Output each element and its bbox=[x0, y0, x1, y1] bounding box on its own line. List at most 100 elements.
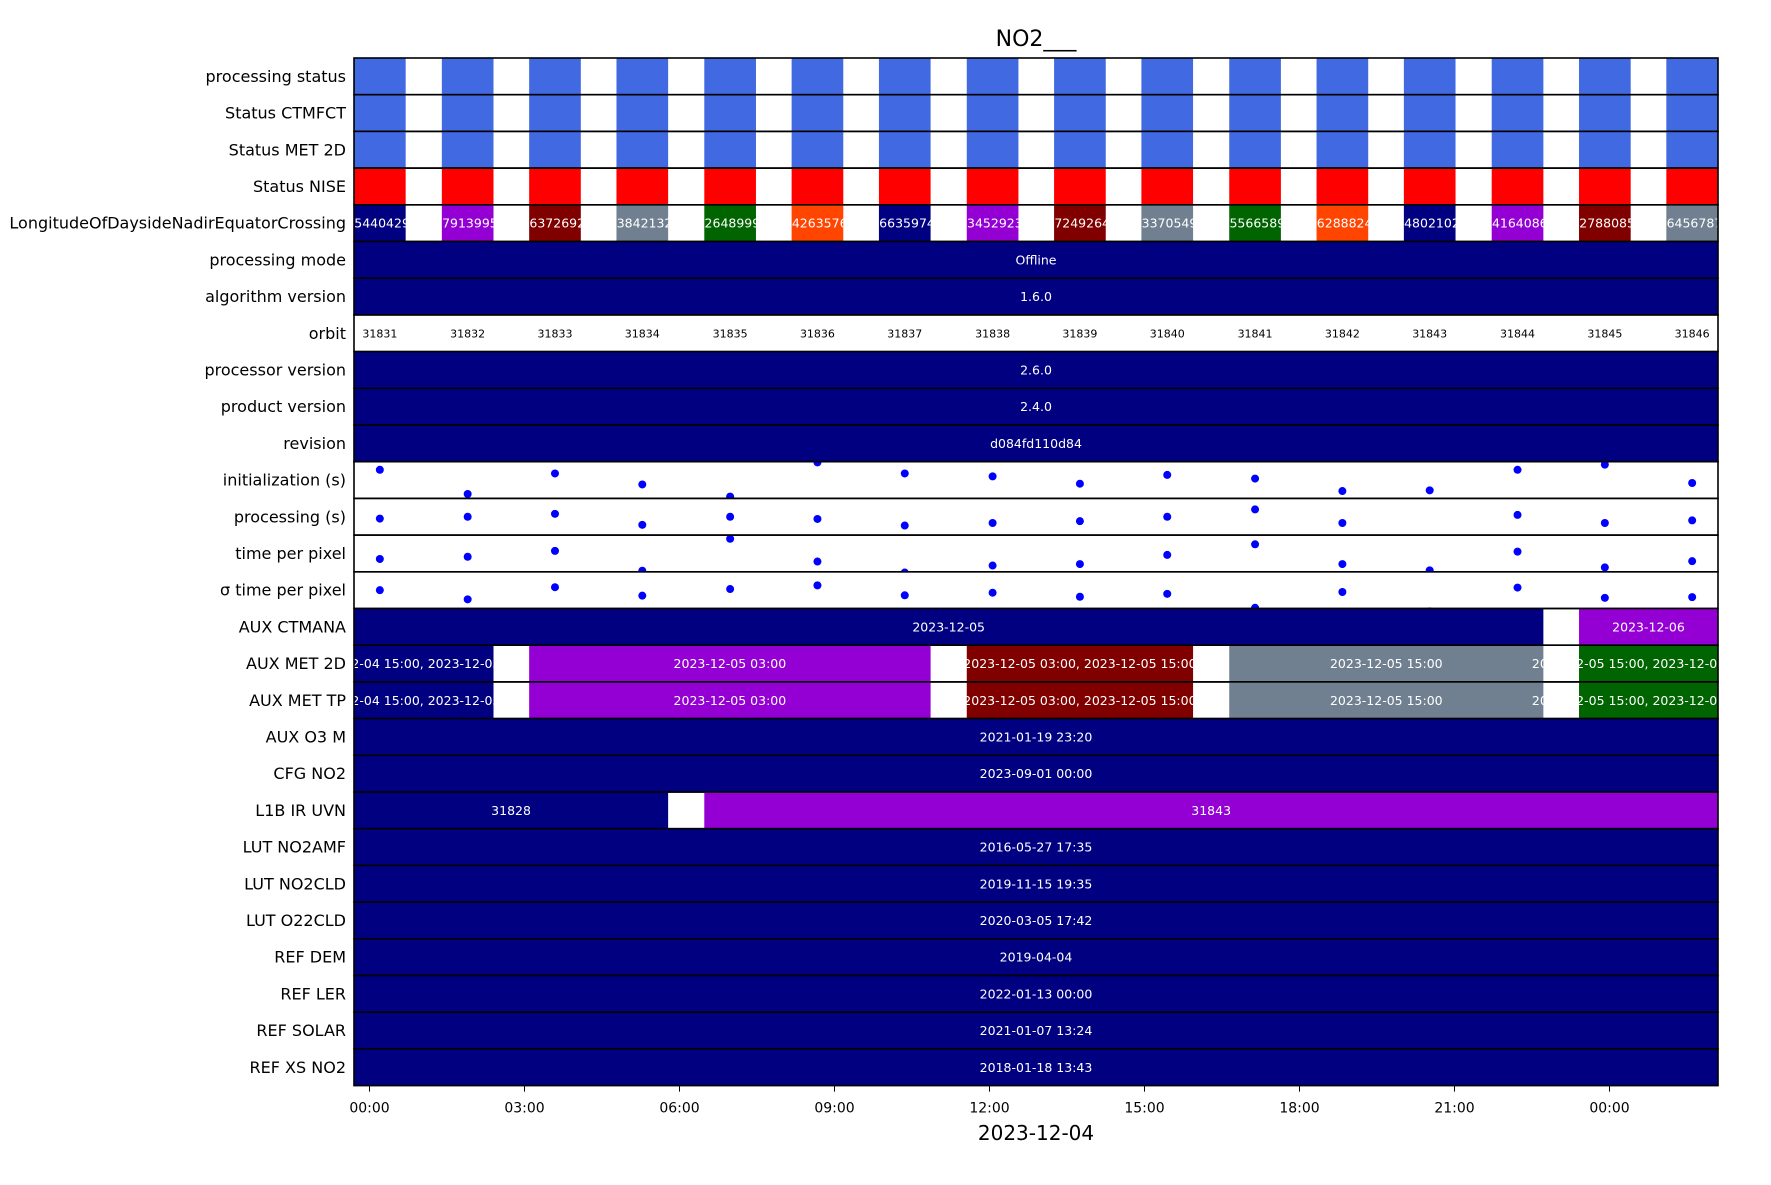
row-15: 2023-12-05 2023-12-06 bbox=[353, 607, 1719, 647]
data-point bbox=[550, 583, 559, 592]
orbit-bar bbox=[878, 204, 931, 242]
orbit-bar bbox=[529, 131, 581, 169]
orbit-bar bbox=[1491, 94, 1544, 132]
orbit-bar bbox=[1054, 168, 1106, 205]
orbit-bar bbox=[1491, 168, 1544, 205]
orbit-bar bbox=[704, 204, 756, 242]
data-point bbox=[1513, 510, 1522, 519]
row-content bbox=[375, 505, 1697, 530]
segment-label: 2016-05-27 17:35 bbox=[980, 840, 1093, 855]
data-point bbox=[638, 591, 647, 600]
row-label: revision bbox=[283, 434, 346, 453]
row-2 bbox=[353, 130, 1719, 169]
x-tick-label: 00:00 bbox=[349, 1101, 389, 1117]
orbit-bar bbox=[1054, 94, 1106, 132]
segment-bar bbox=[354, 278, 1718, 315]
orbit-bar bbox=[791, 204, 844, 242]
row-content: 2023-09-01 00:00 bbox=[354, 755, 1718, 792]
segment-bar bbox=[704, 792, 1718, 829]
row-content bbox=[354, 94, 1718, 132]
row-0 bbox=[353, 57, 1719, 96]
data-point bbox=[1075, 560, 1084, 569]
orbit-number: 31838 bbox=[975, 327, 1010, 340]
data-point bbox=[813, 581, 822, 590]
segment-bar bbox=[354, 608, 1544, 646]
orbit-bar bbox=[1666, 94, 1718, 132]
row-label: L1B IR UVN bbox=[255, 801, 346, 820]
orbit-bar bbox=[616, 58, 669, 95]
orbit-number: 31837 bbox=[887, 327, 922, 340]
orbit-bar bbox=[1316, 168, 1369, 205]
segment-label: 2022-01-13 00:00 bbox=[980, 986, 1093, 1001]
row-4: -154404291 -179139951 -163726928 -138421324… bbox=[353, 204, 1719, 243]
row-5: Offline bbox=[353, 240, 1719, 280]
orbit-bar bbox=[616, 168, 669, 205]
segment-bar bbox=[1229, 645, 1544, 682]
data-point bbox=[1513, 465, 1522, 474]
row-11 bbox=[353, 460, 1719, 500]
data-point bbox=[1425, 486, 1434, 495]
orbit-bar bbox=[878, 168, 931, 205]
orbit-bar bbox=[1316, 58, 1369, 95]
segment-label: 2.4.0 bbox=[1020, 399, 1052, 414]
row-label: LUT NO2CLD bbox=[244, 874, 346, 893]
data-point bbox=[988, 518, 997, 527]
data-point bbox=[550, 469, 559, 478]
segment-label: 2023-12-05 03:00, 2023-12-05 15:00 bbox=[963, 656, 1196, 671]
orbit-bar bbox=[441, 168, 494, 205]
segment-label: 2019-04-04 bbox=[1000, 950, 1073, 965]
orbit-bar bbox=[1579, 204, 1631, 242]
longitude-label: -133705499 bbox=[1129, 216, 1205, 231]
segment-label: 2021-01-19 23:20 bbox=[980, 729, 1093, 744]
row-content: Offline bbox=[354, 241, 1718, 279]
data-point bbox=[726, 492, 735, 499]
segment-bar bbox=[354, 351, 1718, 389]
data-point bbox=[375, 586, 384, 595]
orbit-number: 31843 bbox=[1412, 327, 1447, 340]
data-point bbox=[1688, 557, 1697, 566]
data-point bbox=[1425, 566, 1434, 572]
orbit-bar bbox=[704, 168, 756, 205]
data-point bbox=[813, 461, 822, 467]
segment-bar bbox=[354, 755, 1718, 792]
data-point bbox=[1251, 603, 1260, 609]
segment-label: 2019-11-15 19:35 bbox=[980, 876, 1093, 891]
row-content bbox=[375, 535, 1697, 572]
row-border bbox=[353, 570, 1719, 610]
data-point bbox=[1163, 589, 1172, 598]
orbit-bar bbox=[1403, 58, 1456, 95]
chart-title: NO2___ bbox=[996, 27, 1078, 52]
data-point bbox=[988, 588, 997, 597]
orbit-bar bbox=[791, 58, 844, 95]
row-7: 31831 31832 31833 31834 31835 31836 31837 31838… bbox=[353, 314, 1719, 353]
segment-label: 2023-12-05 03:00 bbox=[674, 656, 787, 671]
data-point bbox=[463, 595, 472, 604]
segment-label: 2023-12-05 03:00 bbox=[674, 693, 787, 708]
data-point bbox=[375, 514, 384, 523]
data-point bbox=[1251, 540, 1260, 549]
orbit-bar bbox=[1403, 131, 1456, 169]
x-tick-label: 21:00 bbox=[1434, 1101, 1474, 1117]
orbit-bar bbox=[1229, 204, 1281, 242]
segment-label: 31828 bbox=[491, 803, 531, 818]
row-20: 31828 31843 bbox=[353, 791, 1719, 830]
row-label: REF DEM bbox=[274, 948, 346, 967]
row-10: d084fd110d84 bbox=[353, 424, 1719, 463]
orbit-bar bbox=[791, 131, 844, 169]
row-label: Status MET 2D bbox=[229, 140, 346, 159]
row-23: 2020-03-05 17:42 bbox=[353, 901, 1719, 940]
x-tick-label: 15:00 bbox=[1124, 1101, 1164, 1117]
row-21: 2016-05-27 17:35 bbox=[353, 827, 1719, 867]
longitude-label: -126489990 bbox=[692, 216, 768, 231]
row-content: 2019-04-04 bbox=[354, 938, 1718, 976]
data-point bbox=[550, 546, 559, 555]
row-content: 2018-01-18 13:43 bbox=[354, 1048, 1718, 1086]
orbit-number: 31834 bbox=[625, 327, 660, 340]
row-content: 31828 31843 bbox=[354, 792, 1718, 829]
orbit-number: 31836 bbox=[800, 327, 835, 340]
row-label: LUT NO2AMF bbox=[243, 838, 346, 857]
row-label: LUT O22CLD bbox=[246, 911, 346, 930]
row-13 bbox=[353, 534, 1719, 573]
orbit-bar bbox=[1403, 204, 1456, 242]
segment-label: 2023-12-05 15:00, 2023-12-06 03:00 bbox=[1532, 693, 1765, 708]
